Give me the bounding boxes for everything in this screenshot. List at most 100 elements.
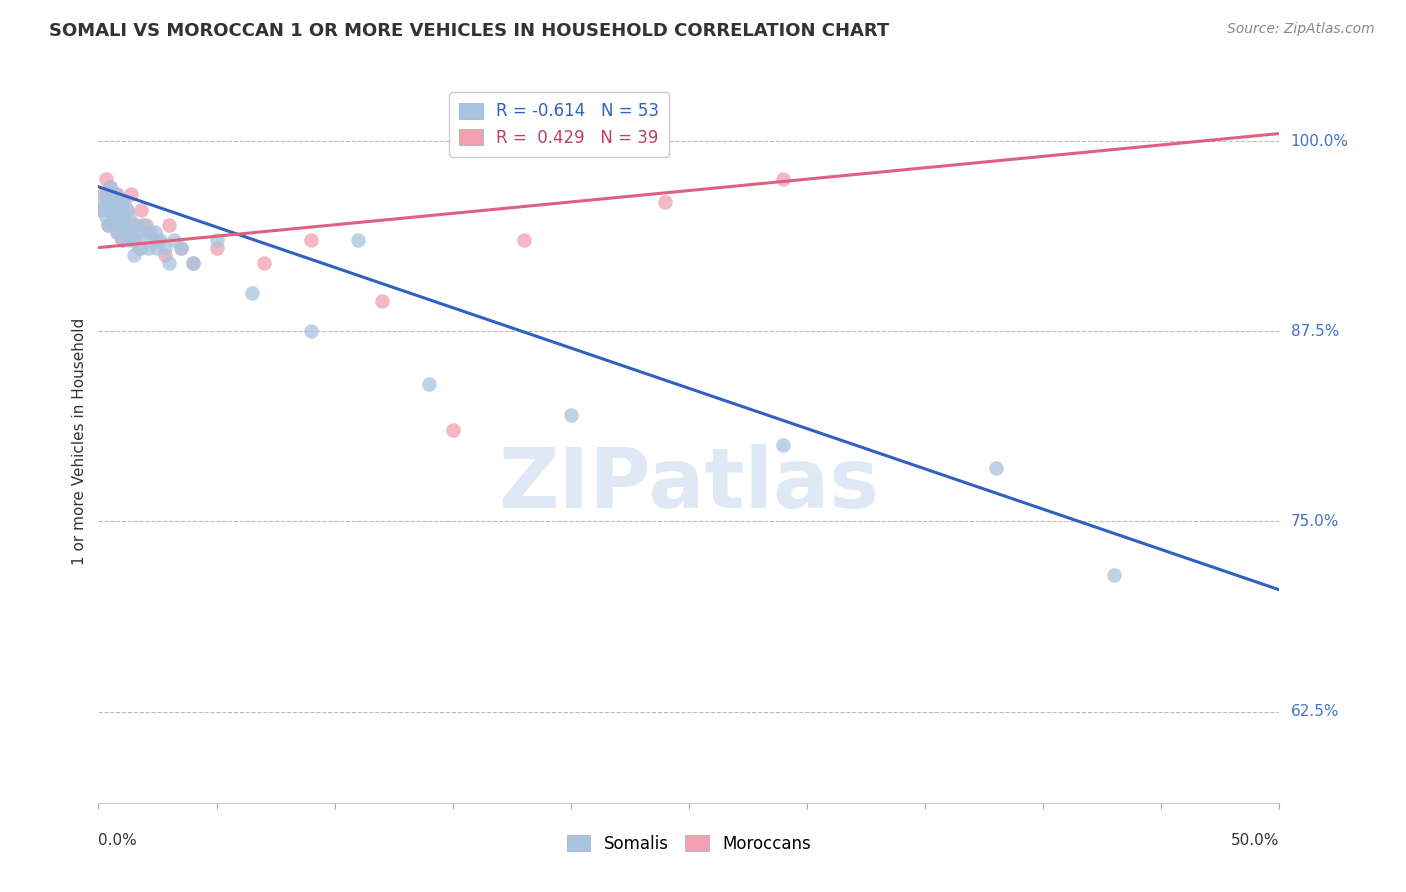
Point: [98, 202, 121, 217]
Point: [139, 226, 162, 240]
Point: [111, 210, 134, 224]
Point: [94, 187, 117, 202]
Point: [129, 202, 152, 217]
Point: [157, 218, 180, 232]
Point: [101, 202, 124, 217]
Point: [146, 233, 169, 247]
Point: [125, 233, 148, 247]
Point: [181, 256, 204, 270]
Point: [101, 210, 124, 224]
Point: [371, 293, 394, 308]
Point: [441, 423, 464, 437]
Point: [112, 210, 135, 224]
Point: [205, 233, 228, 247]
Point: [97, 218, 120, 232]
Point: [122, 248, 145, 262]
Point: [122, 233, 145, 247]
Point: [105, 226, 128, 240]
Point: [205, 241, 228, 255]
Point: [108, 202, 131, 217]
Point: [122, 218, 145, 232]
Point: [115, 226, 138, 240]
Point: [101, 218, 124, 232]
Point: [105, 226, 128, 240]
Point: [112, 218, 135, 232]
Point: [91, 194, 114, 209]
Point: [772, 172, 794, 186]
Point: [181, 256, 204, 270]
Point: [101, 187, 124, 202]
Point: [299, 324, 322, 338]
Point: [97, 194, 120, 209]
Point: [129, 241, 152, 255]
Point: [94, 210, 117, 224]
Point: [98, 202, 121, 217]
Point: [98, 179, 121, 194]
Point: [118, 226, 141, 240]
Point: [111, 233, 134, 247]
Text: 50.0%: 50.0%: [1232, 833, 1279, 848]
Point: [163, 233, 186, 247]
Point: [121, 187, 143, 202]
Point: [118, 233, 141, 247]
Point: [105, 187, 128, 202]
Point: [512, 233, 534, 247]
Point: [170, 241, 193, 255]
Point: [121, 226, 143, 240]
Point: [104, 210, 127, 224]
Point: [132, 218, 155, 232]
Point: [104, 218, 127, 232]
Point: [97, 218, 120, 232]
Text: 75.0%: 75.0%: [1291, 514, 1339, 529]
Point: [170, 241, 193, 255]
Point: [153, 241, 176, 255]
Point: [97, 194, 120, 209]
Point: [135, 218, 157, 232]
Point: [108, 194, 131, 209]
Point: [157, 256, 180, 270]
Point: [90, 202, 112, 217]
Point: [128, 241, 150, 255]
Point: [115, 202, 138, 217]
Point: [299, 233, 322, 247]
Point: [560, 408, 582, 422]
Point: [418, 377, 440, 392]
Point: [115, 202, 138, 217]
Text: 100.0%: 100.0%: [1291, 134, 1348, 149]
Text: Source: ZipAtlas.com: Source: ZipAtlas.com: [1227, 22, 1375, 37]
Point: [91, 187, 114, 202]
Point: [125, 218, 148, 232]
Text: 87.5%: 87.5%: [1291, 324, 1339, 339]
Point: [94, 194, 117, 209]
Point: [347, 233, 370, 247]
Point: [118, 210, 141, 224]
Point: [139, 233, 162, 247]
Point: [984, 461, 1007, 475]
Point: [149, 233, 172, 247]
Point: [98, 187, 121, 202]
Point: [111, 194, 134, 209]
Text: 62.5%: 62.5%: [1291, 704, 1339, 719]
Text: 0.0%: 0.0%: [98, 833, 138, 848]
Point: [128, 226, 150, 240]
Point: [253, 256, 276, 270]
Point: [240, 286, 263, 301]
Point: [136, 241, 159, 255]
Point: [143, 226, 166, 240]
Point: [90, 202, 112, 217]
Point: [1102, 567, 1125, 582]
Point: [101, 194, 124, 209]
Point: [112, 194, 135, 209]
Point: [135, 226, 157, 240]
Point: [146, 241, 169, 255]
Text: SOMALI VS MOROCCAN 1 OR MORE VEHICLES IN HOUSEHOLD CORRELATION CHART: SOMALI VS MOROCCAN 1 OR MORE VEHICLES IN…: [49, 22, 890, 40]
Point: [105, 202, 128, 217]
Point: [94, 172, 117, 186]
Point: [98, 179, 121, 194]
Point: [104, 187, 127, 202]
Text: ZIPatlas: ZIPatlas: [499, 444, 879, 525]
Point: [108, 218, 131, 232]
Point: [772, 438, 794, 452]
Legend: Somalis, Moroccans: Somalis, Moroccans: [561, 828, 817, 860]
Y-axis label: 1 or more Vehicles in Household: 1 or more Vehicles in Household: [72, 318, 87, 566]
